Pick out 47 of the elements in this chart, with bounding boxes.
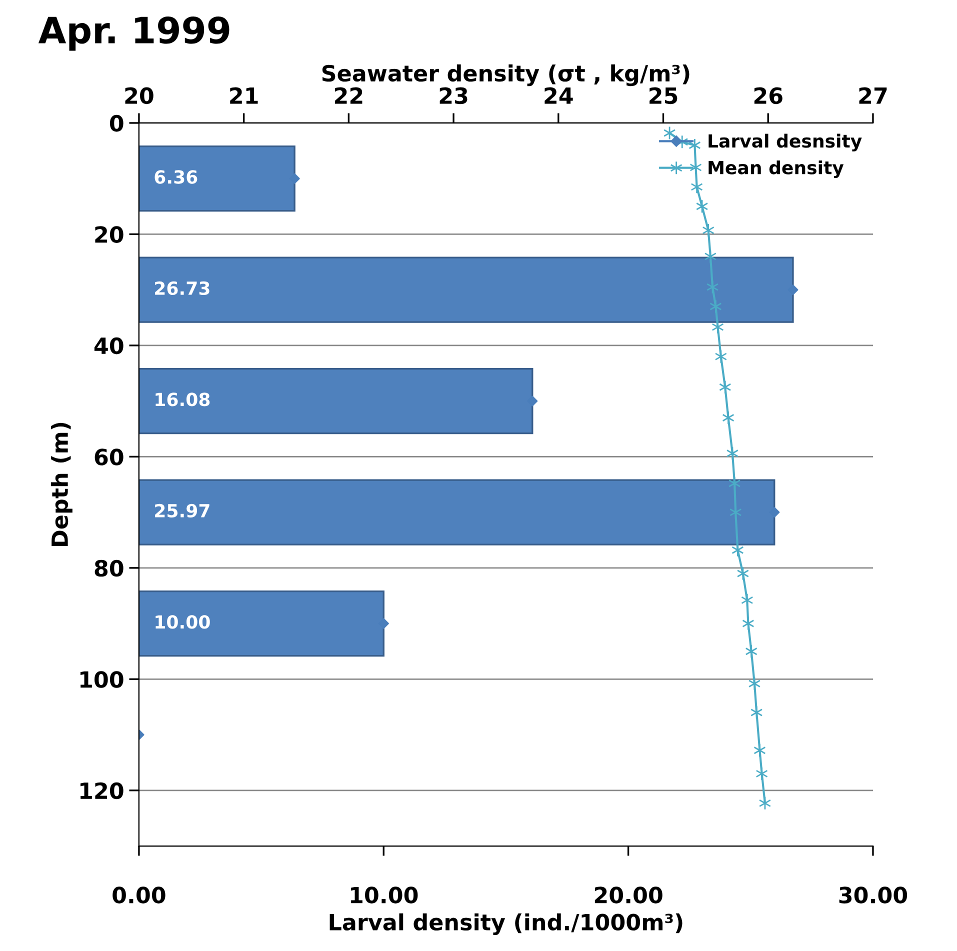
x2-tick-label: 20 [125, 87, 154, 104]
point [750, 706, 763, 720]
point [754, 743, 766, 758]
point [732, 543, 744, 558]
x2-tick-label: 25 [650, 87, 678, 104]
x2-tick-label: 23 [440, 87, 468, 104]
point [756, 766, 768, 781]
chart-title: Apr. 1999 [38, 16, 230, 51]
point [745, 644, 758, 658]
legend-label: Mean density [708, 160, 844, 178]
y-tick-label: 60 [94, 448, 124, 466]
point [722, 410, 734, 425]
x-axis-title: Larval density (ind./1000m³) [330, 913, 682, 936]
x2-axis-title: Seawater density (σt , kg/m³) [322, 64, 690, 86]
point [728, 476, 741, 490]
data-label: 16.08 [156, 392, 210, 406]
data-label: 10.00 [156, 615, 210, 629]
y-tick-label: 40 [94, 337, 124, 354]
bar [138, 368, 534, 434]
x2-tick-label: 27 [859, 87, 887, 104]
legend-label: Larval desnsity [708, 134, 862, 152]
point [719, 380, 732, 394]
y-tick-label: 120 [80, 782, 124, 800]
y-axis-title: Depth (m) [50, 422, 72, 546]
point [712, 320, 724, 334]
y-tick-label: 20 [95, 226, 124, 243]
x2-tick-label: 21 [230, 87, 258, 104]
x2-tick-label: 22 [334, 87, 362, 104]
data-label: 6.36 [154, 170, 198, 184]
point [714, 350, 728, 364]
data-label: 25.97 [155, 504, 210, 518]
x2-tick-label: 26 [754, 87, 782, 104]
bar [138, 479, 776, 546]
data-label: 26.73 [155, 281, 210, 296]
point [741, 593, 754, 608]
x-tick-label: 0.00 [112, 886, 166, 904]
x-tick-label: 10.00 [350, 886, 418, 904]
y-tick-label: 80 [94, 560, 124, 577]
y-tick-label: 100 [80, 671, 124, 688]
x2-tick-label: 24 [544, 87, 573, 104]
x-tick-label: 20.00 [594, 886, 662, 904]
point [704, 250, 717, 264]
point [710, 300, 722, 314]
point [742, 616, 754, 630]
y-tick-label: 0 [110, 114, 124, 132]
point [702, 223, 714, 238]
x-tick-label: 30.00 [839, 886, 908, 904]
